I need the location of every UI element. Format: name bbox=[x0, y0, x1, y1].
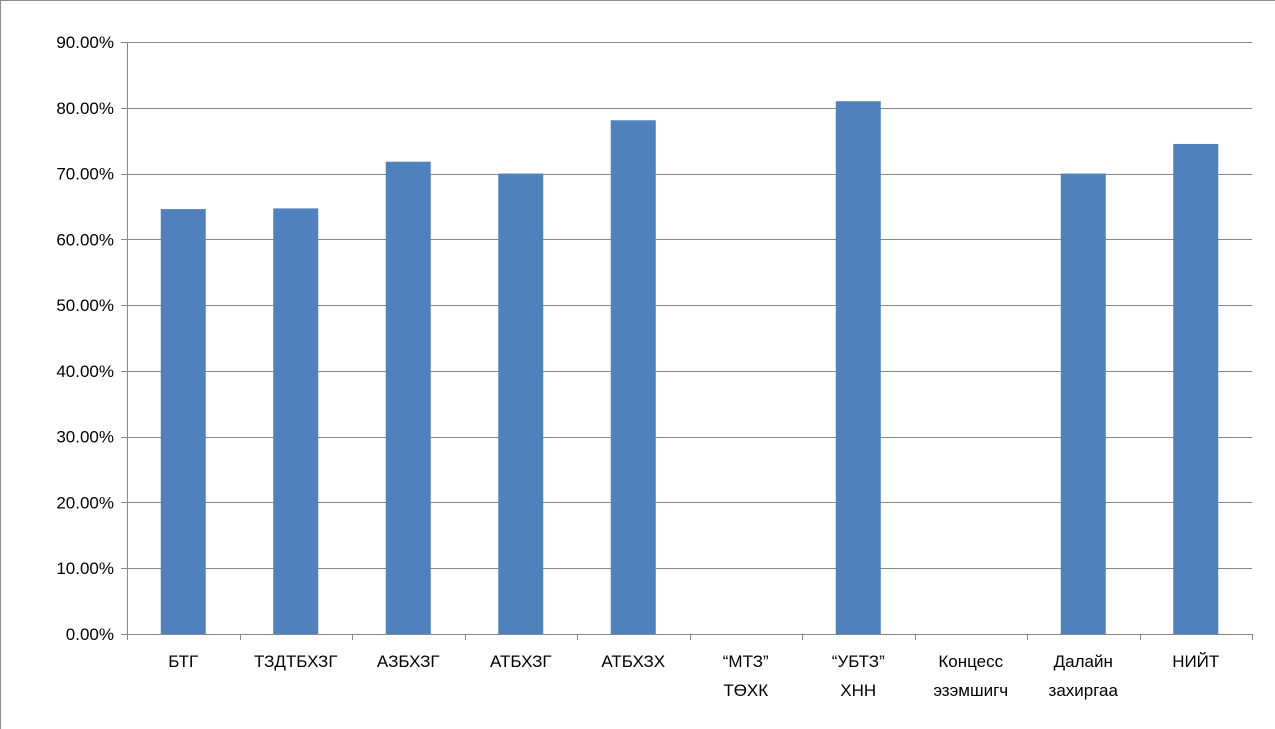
bar bbox=[1060, 173, 1106, 635]
x-tick-label: АТБХЗГ bbox=[490, 652, 552, 671]
axes bbox=[121, 42, 1253, 640]
y-tick-labels: 0.00% 10.00% 20.00% 30.00% 40.00% 50.00% 60.00… bbox=[56, 33, 114, 644]
x-tick-label: ТЗДТБХЗГ bbox=[254, 652, 338, 671]
bar bbox=[1173, 143, 1219, 634]
bar bbox=[610, 120, 656, 634]
y-tick-label: 80.00% bbox=[56, 99, 114, 118]
y-tick-label: 90.00% bbox=[56, 33, 114, 52]
bar bbox=[498, 173, 544, 635]
y-tick-label: 20.00% bbox=[56, 493, 114, 512]
y-tick-label: 50.00% bbox=[56, 296, 114, 315]
bar bbox=[273, 208, 319, 634]
y-tick-label: 70.00% bbox=[56, 165, 114, 184]
x-tick-label: НИЙТ bbox=[1172, 652, 1219, 671]
y-tick-label: 0.00% bbox=[66, 625, 114, 644]
x-tick-labels: БТГ ТЗДТБХЗГ АЗБХЗГ АТБХЗГ АТБХЗХ “МТЗ” ТӨХК “У… bbox=[168, 652, 1219, 700]
x-tick-label: “МТЗ” ТӨХК bbox=[723, 652, 769, 700]
x-tick-label: Концесс эзэмшигч bbox=[933, 652, 1008, 700]
bar bbox=[385, 161, 431, 634]
x-tick-label: Далайн захиргаа bbox=[1049, 652, 1119, 700]
bar bbox=[835, 101, 881, 634]
bars bbox=[160, 101, 1219, 635]
x-tick-label: “УБТЗ” ХНН bbox=[832, 652, 885, 700]
y-tick-label: 30.00% bbox=[56, 428, 114, 447]
y-tick-label: 60.00% bbox=[56, 230, 114, 249]
y-tick-label: 40.00% bbox=[56, 362, 114, 381]
bar bbox=[160, 209, 206, 634]
y-tick-label: 10.00% bbox=[56, 559, 114, 578]
x-tick-label: БТГ bbox=[168, 652, 198, 671]
x-tick-label: АЗБХЗГ bbox=[377, 652, 440, 671]
x-tick-label: АТБХЗХ bbox=[601, 652, 665, 671]
